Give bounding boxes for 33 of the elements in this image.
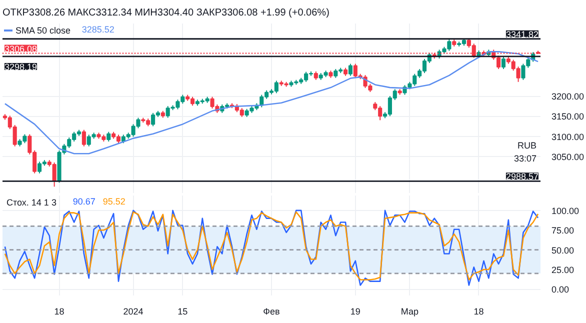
y-tick-label: 100.00 <box>552 206 580 216</box>
annotation: 95.52 <box>102 196 126 206</box>
y-tick-label: 3050.00 <box>552 152 584 162</box>
ref-line-label: 3298.19 <box>4 62 38 72</box>
y-tick-label: 3200.00 <box>552 92 584 102</box>
annotation: 3285.52 <box>82 24 114 34</box>
candlestick <box>501 56 506 70</box>
legend-label: SMA 50 close <box>16 26 71 36</box>
y-tick-label: 3150.00 <box>552 112 584 122</box>
ref-line-label: 3341.82 <box>506 29 539 40</box>
chart-title: ОТКР3308.26 МАКС3312.34 МИН3304.40 ЗАКР3306.08 +1.99 (+0.06%) <box>2 8 330 18</box>
y-tick-label: 0.00 <box>552 284 570 295</box>
x-tick-label: 18 <box>54 306 64 316</box>
candlestick <box>106 131 111 142</box>
annotation: 90.67 <box>72 196 96 206</box>
chart-title: Стох. 14 1 3 <box>6 198 56 208</box>
ref-line-label: 3306.08 <box>4 44 38 54</box>
x-tick-label: 2024 <box>123 306 144 316</box>
annotation: RUB <box>518 140 537 150</box>
y-tick-label: 75.00 <box>552 226 574 236</box>
candlestick <box>82 129 86 147</box>
candlestick <box>348 63 353 76</box>
x-tick-label: Фев <box>263 306 280 316</box>
x-tick-label: 15 <box>178 306 188 316</box>
x-tick-label: 19 <box>350 306 360 316</box>
y-tick-label: 3100.00 <box>552 132 584 142</box>
y-tick-label: 50.00 <box>552 245 574 256</box>
ref-line-label: 2988.57 <box>506 172 539 182</box>
annotation: 33:07 <box>514 154 537 164</box>
line-series <box>4 51 539 154</box>
x-tick-label: 18 <box>474 306 484 316</box>
y-tick-label: 25.00 <box>552 265 574 276</box>
x-tick-label: Мар <box>400 306 419 316</box>
